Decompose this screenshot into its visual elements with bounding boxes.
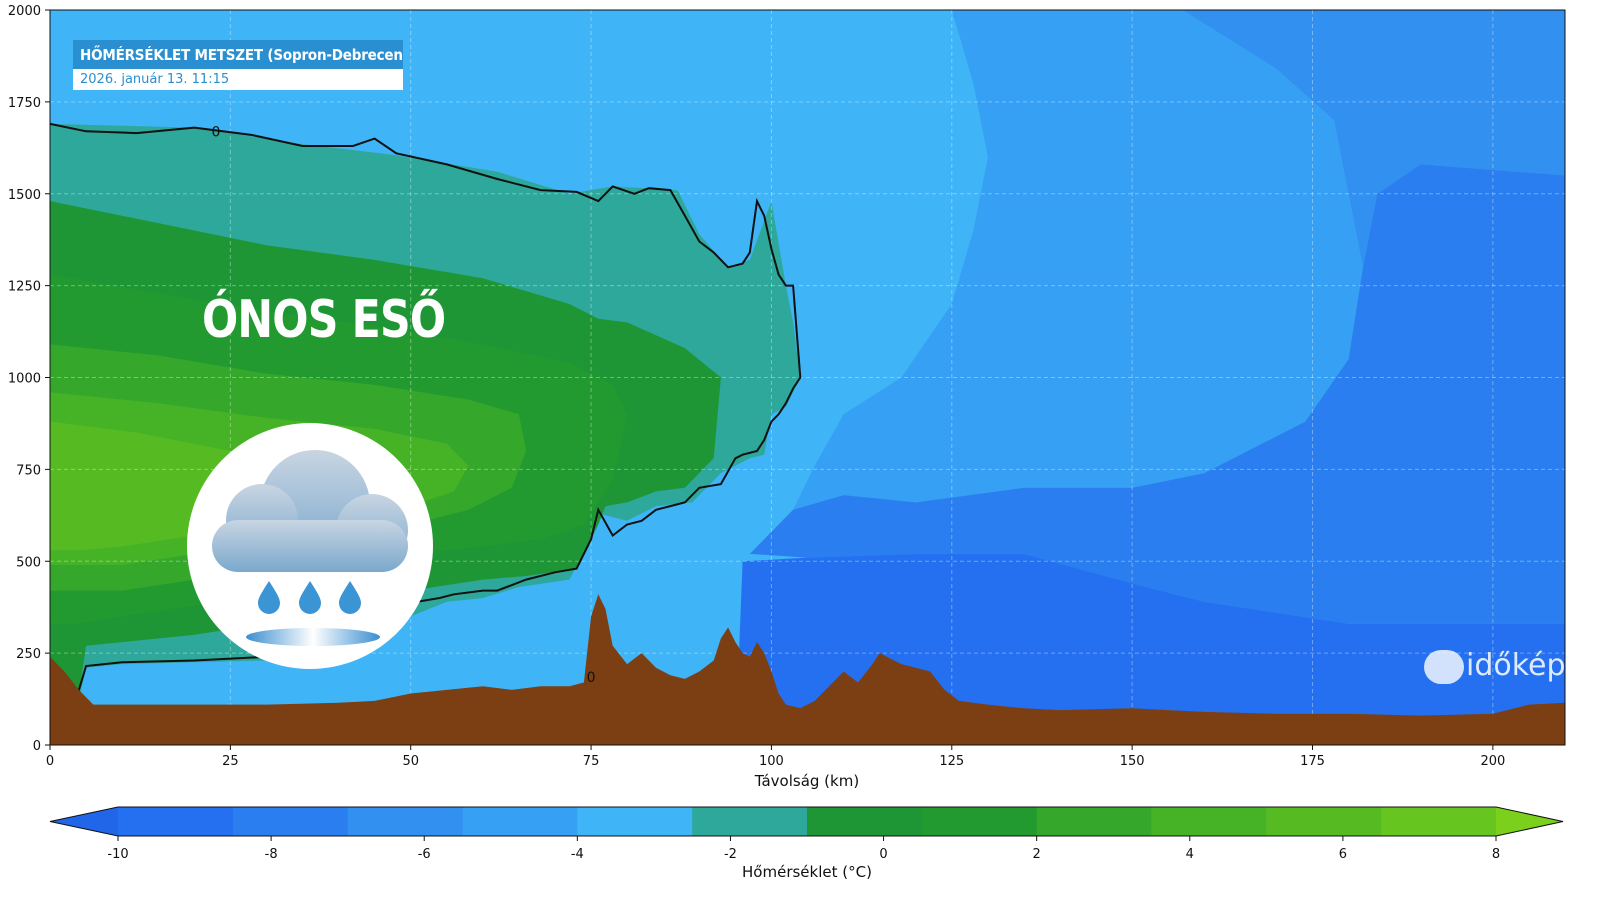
x-tick-label: 100 bbox=[759, 754, 784, 769]
precipitation-type-label: ÓNOS ESŐ bbox=[202, 290, 446, 350]
y-tick-label: 0 bbox=[33, 739, 41, 754]
region--4 bbox=[793, 10, 1363, 510]
y-tick-label: 1750 bbox=[8, 96, 41, 111]
x-tick-label: 125 bbox=[939, 754, 964, 769]
colorbar-segment bbox=[232, 807, 349, 836]
x-tick-label: 175 bbox=[1300, 754, 1325, 769]
colorbar-segment bbox=[577, 807, 693, 836]
chart-date: 2026. január 13. 11:15 bbox=[73, 69, 403, 90]
colorbar-tick-label: -2 bbox=[724, 847, 737, 862]
contour-label: 0 bbox=[587, 670, 596, 686]
colorbar-segment bbox=[1036, 807, 1152, 836]
y-tick-label: 1250 bbox=[8, 280, 41, 295]
colorbar-title: Hőmérséklet (°C) bbox=[742, 863, 872, 881]
colorbar-tick-label: 8 bbox=[1492, 847, 1500, 862]
y-tick-label: 750 bbox=[16, 463, 41, 478]
x-tick-label: 0 bbox=[46, 754, 54, 769]
x-tick-label: 75 bbox=[583, 754, 600, 769]
colorbar-segment bbox=[1151, 807, 1267, 836]
colorbar-segment bbox=[1381, 807, 1497, 836]
colorbar-tick-label: -4 bbox=[571, 847, 584, 862]
colorbar-ticks: -10 -8 -6 -4 -2 0 2 4 6 8 bbox=[107, 836, 1500, 862]
x-tick-label: 150 bbox=[1120, 754, 1145, 769]
colorbar-arrow-low bbox=[50, 807, 118, 836]
colorbar-tick-label: 6 bbox=[1339, 847, 1347, 862]
logo-icon bbox=[1424, 649, 1464, 684]
colorbar-tick-label: 4 bbox=[1186, 847, 1194, 862]
colorbar-segment bbox=[118, 807, 234, 836]
colorbar-tick-label: 0 bbox=[879, 847, 887, 862]
chart-title: HŐMÉRSÉKLET METSZET (Sopron-Debrecen) bbox=[73, 40, 403, 69]
colorbar-tick-label: 2 bbox=[1033, 847, 1041, 862]
x-tick-label: 50 bbox=[402, 754, 419, 769]
x-tick-label: 200 bbox=[1480, 754, 1505, 769]
chart-title-box: HŐMÉRSÉKLET METSZET (Sopron-Debrecen) 20… bbox=[73, 40, 403, 90]
terrain-profile bbox=[50, 594, 1565, 745]
colorbar-tick-label: -10 bbox=[107, 847, 128, 862]
logo-text: időkép bbox=[1466, 648, 1566, 683]
colorbar-segment bbox=[1266, 807, 1382, 836]
idokep-logo: időkép bbox=[1424, 648, 1566, 684]
y-tick-label: 1000 bbox=[8, 372, 41, 387]
colorbar-segment bbox=[692, 807, 808, 836]
freezing-rain-icon bbox=[187, 423, 433, 669]
region--5 bbox=[1182, 10, 1565, 268]
colorbar-segment bbox=[921, 807, 1038, 836]
contour-labels: 00 bbox=[211, 124, 595, 686]
colorbar-segment bbox=[807, 807, 923, 836]
y-tick-label: 1500 bbox=[8, 188, 41, 203]
colorbar-segment bbox=[347, 807, 463, 836]
x-axis-ticks: 0 25 50 75 100 125 150 175 200 bbox=[46, 745, 1505, 769]
region--7 bbox=[749, 164, 1565, 624]
colorbar-arrow-high bbox=[1496, 807, 1563, 836]
y-tick-label: 500 bbox=[16, 555, 41, 570]
contour-label: 0 bbox=[211, 124, 220, 140]
x-axis-title: Távolság (km) bbox=[754, 772, 859, 790]
y-axis-ticks: 0 250 500 750 1000 1250 1500 1750 2000 bbox=[8, 4, 50, 754]
colorbar bbox=[49, 806, 1564, 837]
colorbar-tick-label: -8 bbox=[265, 847, 278, 862]
colorbar-segment bbox=[462, 807, 578, 836]
terrain-fill bbox=[50, 594, 1565, 745]
y-tick-label: 250 bbox=[16, 647, 41, 662]
colorbar-tick-label: -6 bbox=[418, 847, 431, 862]
y-tick-label: 2000 bbox=[8, 4, 41, 19]
x-tick-label: 25 bbox=[222, 754, 239, 769]
